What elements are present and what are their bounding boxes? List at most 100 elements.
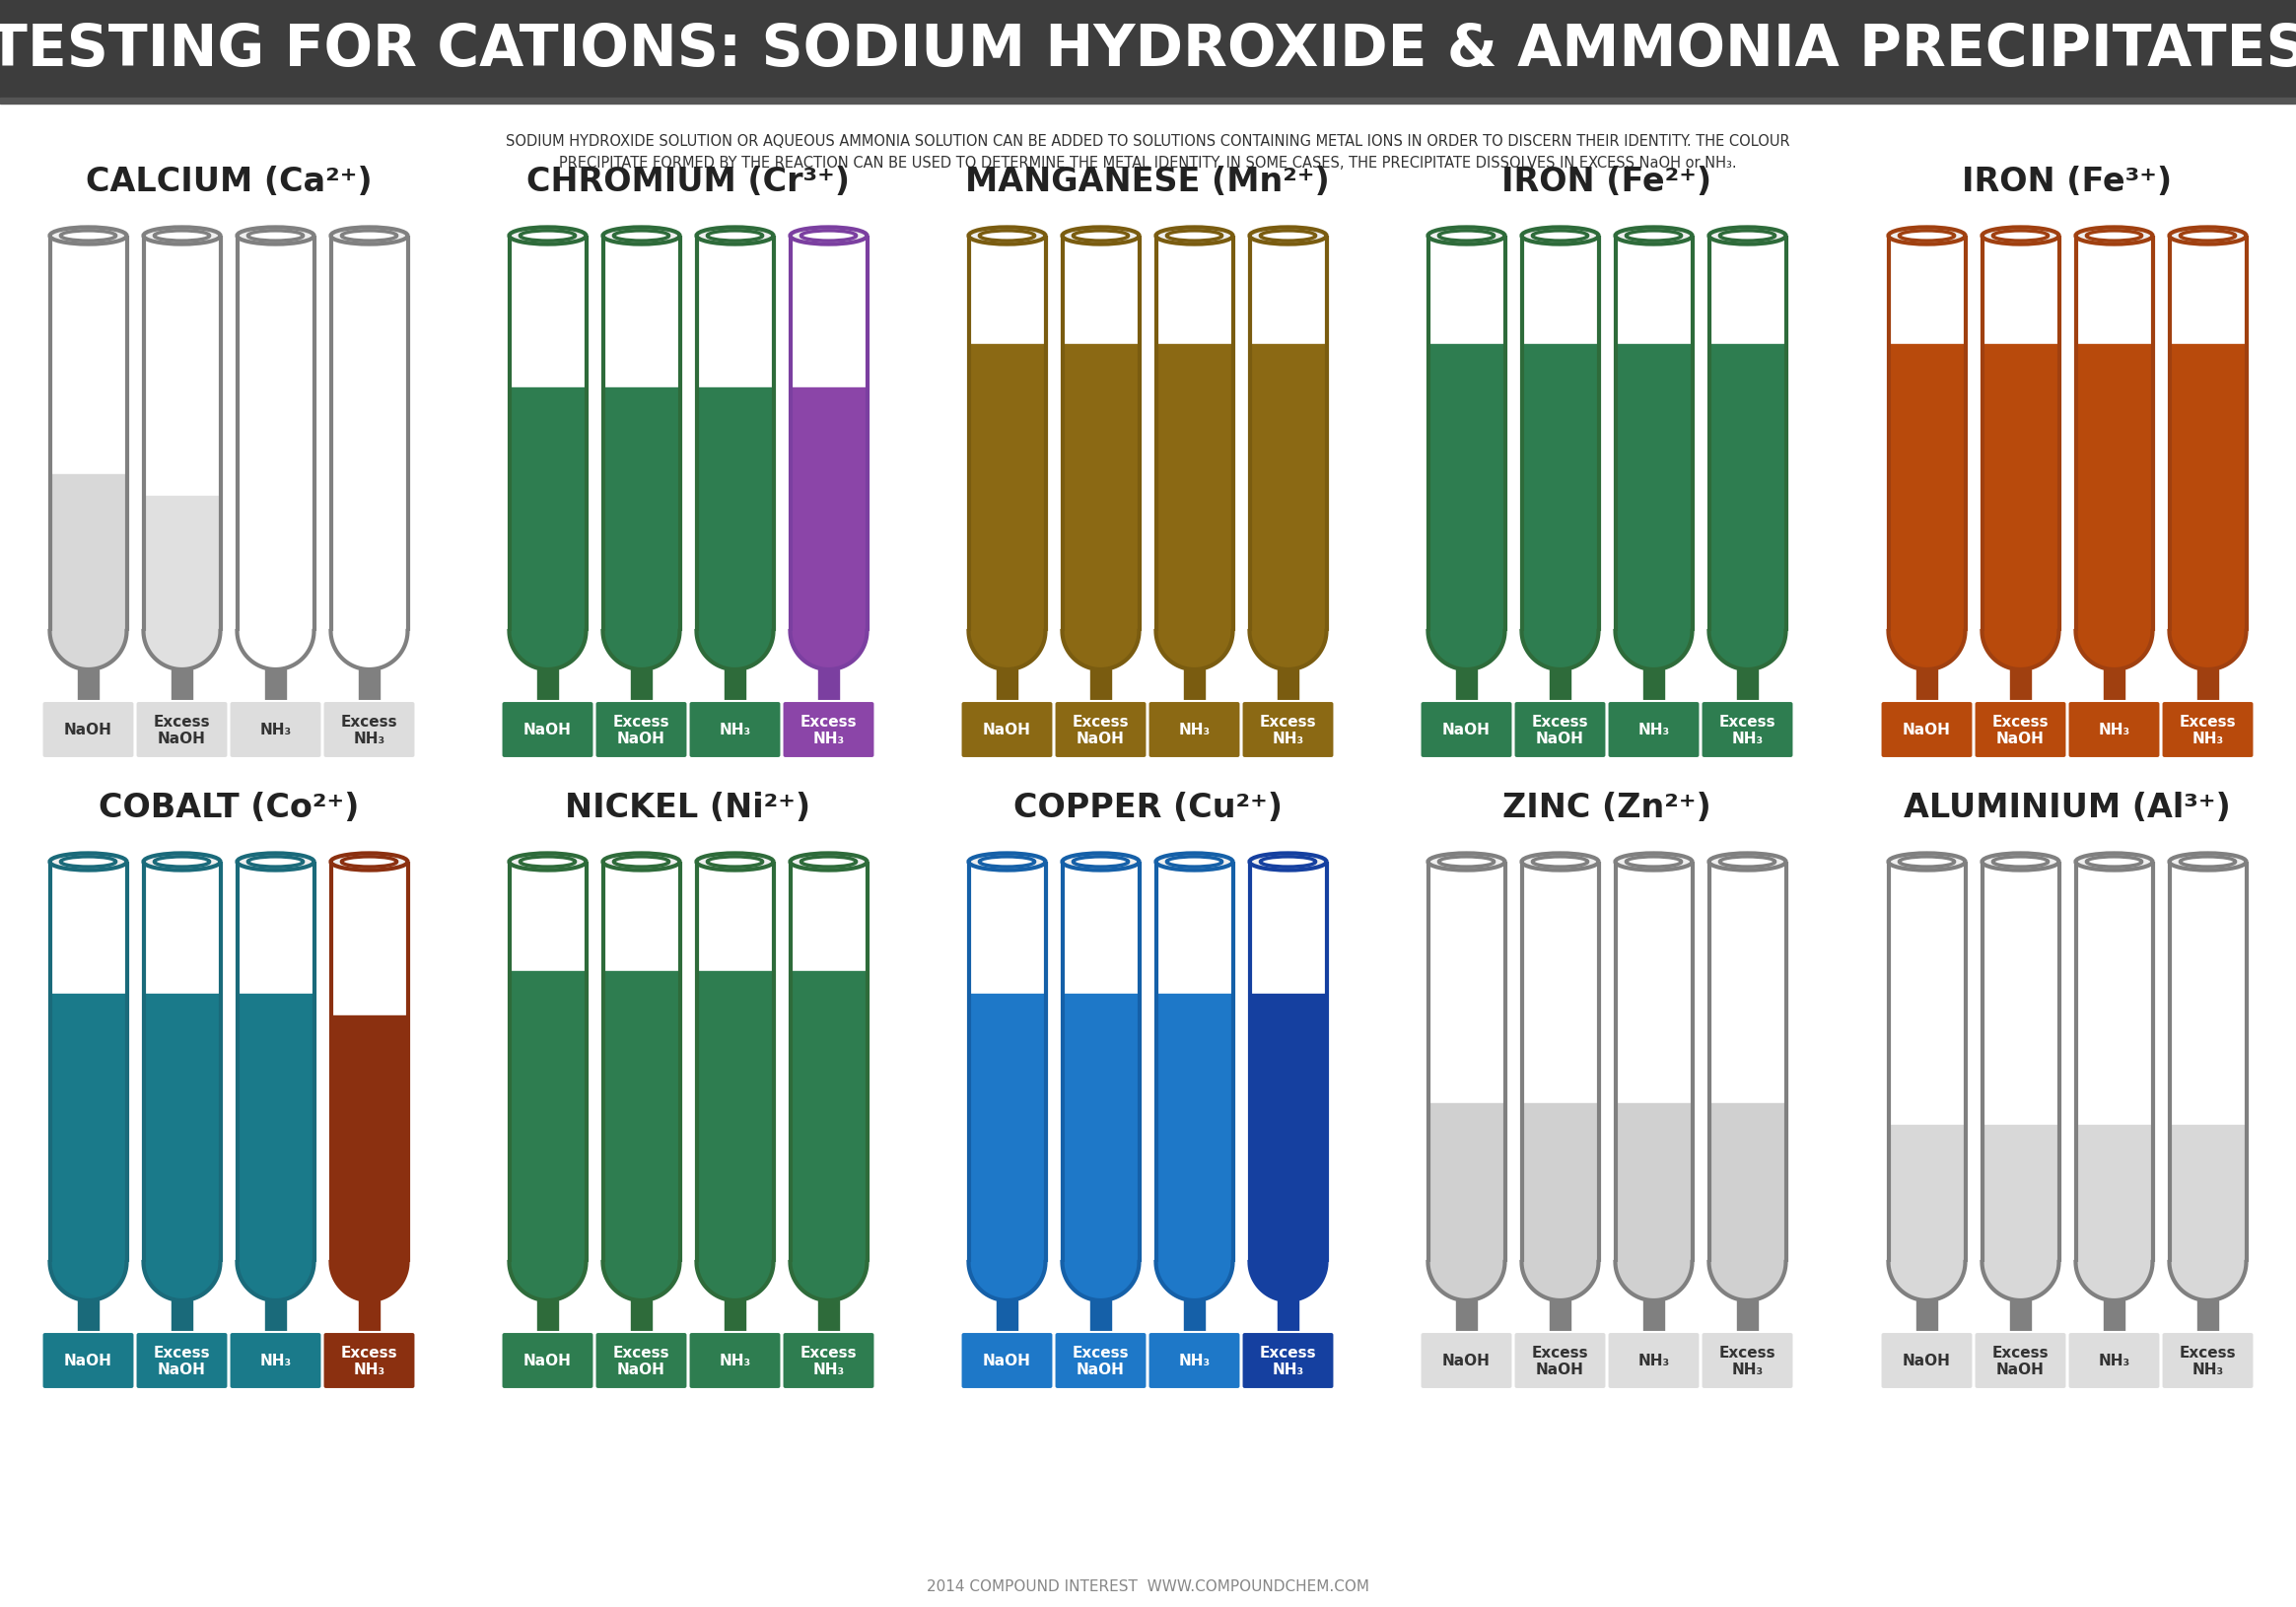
FancyBboxPatch shape (1242, 702, 1334, 759)
Ellipse shape (1993, 857, 2048, 868)
Text: Excess
NH₃: Excess NH₃ (2179, 1345, 2236, 1377)
FancyBboxPatch shape (1975, 1332, 2066, 1390)
FancyBboxPatch shape (1513, 702, 1607, 759)
Bar (604, 861, 680, 1261)
FancyBboxPatch shape (595, 702, 687, 759)
Ellipse shape (342, 857, 397, 868)
Text: NaOH: NaOH (1903, 723, 1952, 738)
Ellipse shape (1708, 228, 1786, 244)
Bar (631, 670, 652, 704)
Ellipse shape (969, 1223, 1045, 1300)
Ellipse shape (969, 593, 1045, 670)
Ellipse shape (707, 231, 762, 241)
Ellipse shape (696, 228, 774, 244)
Ellipse shape (2087, 231, 2142, 241)
Ellipse shape (1708, 853, 1786, 871)
Ellipse shape (1249, 853, 1327, 871)
Text: NaOH: NaOH (64, 723, 113, 738)
Ellipse shape (604, 593, 680, 670)
Ellipse shape (790, 1223, 868, 1300)
Ellipse shape (707, 857, 762, 868)
Bar (2103, 670, 2124, 704)
Ellipse shape (1249, 228, 1327, 244)
Ellipse shape (154, 231, 209, 241)
Ellipse shape (142, 593, 220, 670)
Ellipse shape (236, 1223, 315, 1300)
Text: NH₃: NH₃ (259, 1353, 292, 1368)
Text: NICKEL (Ni²⁺): NICKEL (Ni²⁺) (565, 792, 810, 824)
Bar (1522, 1104, 1598, 1261)
Ellipse shape (1063, 228, 1139, 244)
Bar (2197, 670, 2218, 704)
FancyBboxPatch shape (1421, 1332, 1513, 1390)
Ellipse shape (2170, 853, 2245, 871)
Bar (1155, 236, 1233, 632)
Bar (510, 861, 585, 1261)
Bar (1981, 861, 2060, 1261)
Ellipse shape (790, 593, 868, 670)
Bar (2170, 861, 2245, 1261)
Ellipse shape (1887, 1223, 1965, 1300)
Bar (969, 236, 1045, 632)
Ellipse shape (1887, 593, 1965, 670)
Ellipse shape (2170, 1223, 2245, 1300)
Bar (723, 670, 746, 704)
Bar (78, 1300, 99, 1335)
Ellipse shape (248, 231, 303, 241)
Ellipse shape (1887, 1223, 1965, 1300)
Ellipse shape (1249, 593, 1327, 670)
Ellipse shape (1708, 1223, 1786, 1300)
Bar (1063, 346, 1139, 632)
Ellipse shape (2076, 228, 2154, 244)
FancyBboxPatch shape (230, 702, 321, 759)
Bar (1736, 1300, 1759, 1335)
Ellipse shape (790, 228, 868, 244)
Text: Excess
NH₃: Excess NH₃ (801, 1345, 856, 1377)
Ellipse shape (2076, 1223, 2154, 1300)
FancyBboxPatch shape (1880, 702, 1972, 759)
Bar (2170, 1125, 2245, 1261)
Bar (723, 1300, 746, 1335)
Text: Excess
NaOH: Excess NaOH (1072, 1345, 1130, 1377)
Bar (1522, 236, 1598, 632)
Text: Excess
NaOH: Excess NaOH (1993, 1345, 2048, 1377)
Bar (2170, 346, 2245, 632)
Ellipse shape (51, 228, 126, 244)
Bar (510, 389, 585, 632)
Ellipse shape (1063, 853, 1139, 871)
Bar (696, 236, 774, 632)
Ellipse shape (790, 1223, 868, 1300)
Bar (1063, 993, 1139, 1261)
Bar (1736, 670, 1759, 704)
FancyBboxPatch shape (689, 1332, 781, 1390)
Ellipse shape (1063, 593, 1139, 670)
Bar (331, 236, 409, 632)
Bar (604, 389, 680, 632)
Text: IRON (Fe²⁺): IRON (Fe²⁺) (1502, 166, 1713, 199)
Ellipse shape (519, 857, 576, 868)
Bar (969, 861, 1045, 1261)
Ellipse shape (1626, 857, 1681, 868)
Ellipse shape (613, 857, 668, 868)
Bar (2009, 1300, 2032, 1335)
Text: NH₃: NH₃ (1637, 723, 1669, 738)
Bar (1249, 236, 1327, 632)
Ellipse shape (2076, 593, 2154, 670)
FancyBboxPatch shape (1975, 702, 2066, 759)
Bar (236, 236, 315, 632)
Ellipse shape (1428, 1223, 1504, 1300)
FancyBboxPatch shape (595, 1332, 687, 1390)
Bar (510, 972, 585, 1261)
Bar (236, 861, 315, 1261)
Ellipse shape (142, 1223, 220, 1300)
Ellipse shape (1522, 593, 1598, 670)
Bar (537, 670, 558, 704)
Ellipse shape (1708, 1223, 1786, 1300)
Bar (51, 236, 126, 632)
Bar (1644, 1300, 1665, 1335)
Ellipse shape (1981, 593, 2060, 670)
Ellipse shape (1522, 593, 1598, 670)
FancyBboxPatch shape (324, 1332, 416, 1390)
Text: NaOH: NaOH (983, 1353, 1031, 1368)
Bar (1428, 346, 1504, 632)
